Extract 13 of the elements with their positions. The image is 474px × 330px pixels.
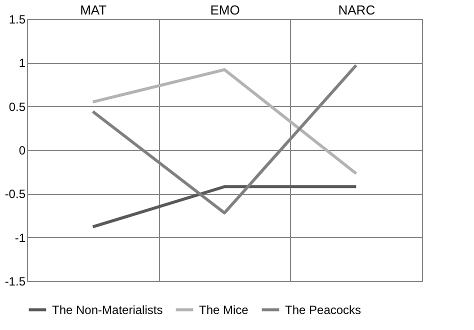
x-tick-label: EMO bbox=[210, 2, 240, 18]
y-tick-label: 0.5 bbox=[8, 100, 26, 114]
y-tick-label: 1.5 bbox=[8, 12, 26, 26]
x-tick-label: NARC bbox=[338, 2, 376, 18]
legend-label: The Peacocks bbox=[285, 302, 362, 317]
x-tick-label: MAT bbox=[80, 2, 107, 18]
y-tick-label: 1 bbox=[18, 56, 26, 70]
legend-label: The Mice bbox=[199, 302, 249, 317]
y-tick-label: 0 bbox=[18, 144, 26, 158]
y-tick-label: -1.5 bbox=[4, 274, 26, 288]
legend-label: The Non-Materialists bbox=[52, 302, 163, 317]
y-tick-label: -1 bbox=[14, 230, 26, 245]
y-tick-label: -0.5 bbox=[4, 187, 26, 202]
